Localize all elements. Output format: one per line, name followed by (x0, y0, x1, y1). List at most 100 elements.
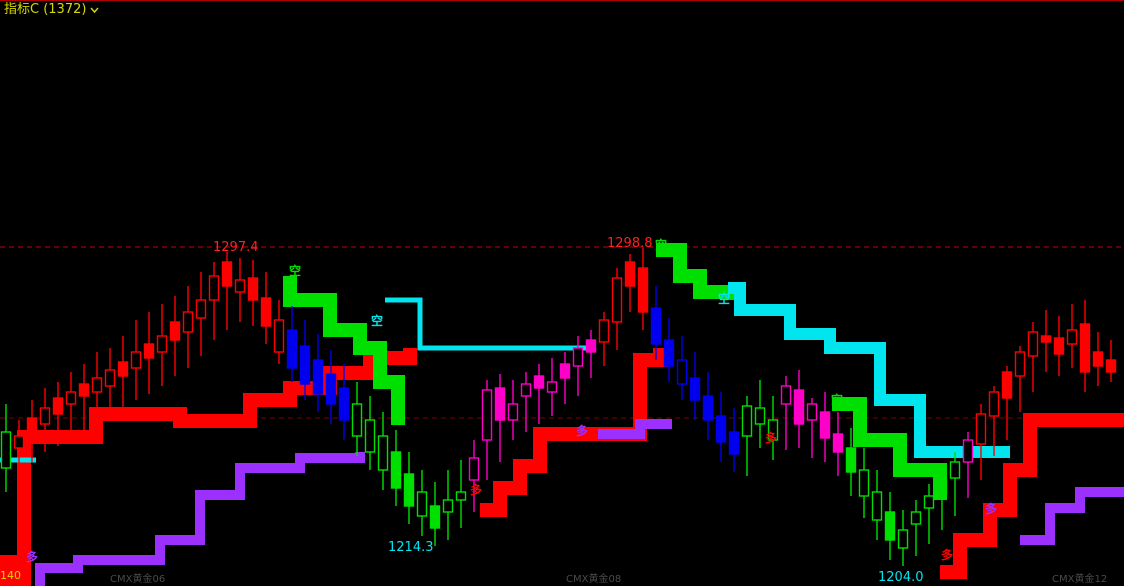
candle-body (182, 311, 194, 333)
candle-body (715, 415, 727, 443)
candle (923, 484, 935, 544)
candle-body (377, 435, 389, 471)
axis-contract-06: CMX黄金06 (110, 574, 166, 585)
band-cyan-right (728, 282, 1010, 458)
candle-body (1040, 335, 1052, 343)
candle-body (533, 375, 545, 389)
candle-body (845, 447, 857, 473)
candle-body (494, 387, 506, 421)
candle-body (975, 413, 987, 445)
candle (1027, 322, 1039, 392)
candle (78, 364, 90, 430)
candle (221, 252, 233, 330)
candle (312, 334, 324, 412)
candle-body (1092, 351, 1104, 367)
candle (481, 380, 493, 480)
candle (273, 300, 285, 364)
trough-right: 1204.0 (878, 570, 924, 585)
band-green-right-2 (832, 397, 947, 500)
candle (52, 382, 64, 446)
candle-body (403, 473, 415, 507)
candle (650, 286, 662, 360)
candle-body (923, 495, 935, 509)
band-purple-mid (598, 419, 672, 439)
candle-body (741, 405, 753, 437)
candle (806, 398, 818, 458)
candle-body (325, 373, 337, 405)
candle (377, 412, 389, 490)
signal-short-5: 空 (831, 393, 844, 407)
candle-body (442, 499, 454, 513)
candle-body (26, 417, 38, 437)
candle (507, 380, 519, 440)
candle (962, 432, 974, 498)
candle (845, 428, 857, 496)
candle-body (455, 491, 467, 501)
candle-body (130, 351, 142, 369)
candle-body (52, 397, 64, 415)
candle-body (104, 369, 116, 387)
axis-contract-08: CMX黄金08 (566, 574, 622, 585)
candle (702, 372, 714, 440)
band-red-mid (480, 348, 667, 517)
candle-body (858, 469, 870, 497)
candle-body (156, 335, 168, 353)
signal-short-1: 空 (289, 264, 302, 278)
candle-body (806, 403, 818, 421)
candle (559, 352, 571, 404)
candle-body (169, 321, 181, 341)
candle-body (832, 433, 844, 453)
candle-body (0, 431, 12, 469)
axis-contract-12: CMX黄金12 (1052, 574, 1108, 585)
candle (429, 482, 441, 546)
chevron-down-icon[interactable] (88, 3, 101, 16)
candle-body (1079, 323, 1091, 373)
candle (351, 382, 363, 456)
candle-body (221, 261, 233, 287)
candle (1053, 316, 1065, 376)
candle (442, 470, 454, 540)
candle (663, 318, 675, 382)
candle (91, 352, 103, 424)
candle (247, 260, 259, 326)
candle (832, 412, 844, 476)
band-red-left (0, 555, 21, 586)
candle-body (91, 377, 103, 393)
candle (455, 460, 467, 528)
candle-body (1066, 329, 1078, 345)
candle (39, 388, 51, 452)
signal-long-1: 多 (470, 483, 483, 497)
candle-body (663, 339, 675, 367)
candle-body (624, 261, 636, 287)
candle (1066, 304, 1078, 368)
candle-body (338, 387, 350, 421)
candle-body (585, 339, 597, 353)
candle (1079, 300, 1091, 392)
candle-body (897, 529, 909, 549)
band-green-mid (283, 276, 405, 425)
candle (1092, 332, 1104, 386)
signal-short-4: 空 (718, 292, 731, 306)
candle (156, 304, 168, 386)
candle-body (988, 391, 1000, 417)
candle (260, 272, 272, 344)
candle (416, 470, 428, 536)
candle-body (468, 457, 480, 481)
candle (533, 364, 545, 424)
candle (169, 296, 181, 376)
signal-long-4: 多 (941, 548, 954, 562)
candle (1014, 346, 1026, 412)
candle-body (117, 361, 129, 377)
candle (208, 262, 220, 340)
indicator-header[interactable]: 指标C (1372) (4, 1, 101, 19)
candle (637, 248, 649, 330)
window-top-border (0, 0, 1124, 1)
candle (819, 392, 831, 462)
candle (299, 320, 311, 400)
candle-body (936, 477, 948, 495)
candle-body (949, 461, 961, 479)
candle-body (1105, 359, 1117, 373)
candle (871, 470, 883, 540)
